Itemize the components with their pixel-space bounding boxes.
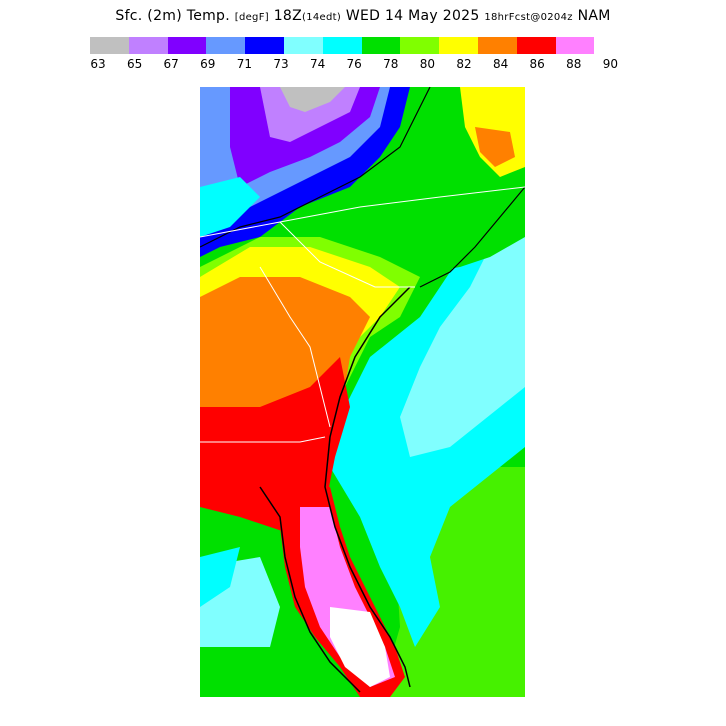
legend-label: 69 [200,57,216,71]
land-63 [280,87,345,112]
legend-label: 74 [309,57,326,71]
temperature-map [200,87,525,697]
gulf-coastline [259,486,361,693]
land-65 [260,87,360,142]
state-border [259,266,331,428]
title-date: WED 14 May 2025 [345,8,480,24]
ne-orange [475,127,515,167]
color-legend-bar [90,37,595,54]
gulf-cyan [200,547,240,607]
legend-swatch [477,37,517,54]
legend-swatch [90,37,129,54]
legend-label: 76 [346,57,362,71]
legend-label: 63 [90,57,106,71]
legend-label: 88 [566,57,582,71]
state-border [279,221,415,288]
state-border [200,186,525,238]
color-legend-labels: 63 65 67 69 71 73 74 76 78 80 82 84 86 88 90 [0,57,726,73]
legend-swatch [516,37,556,54]
legend-swatch [283,37,323,54]
legend-swatch [555,37,595,54]
legend-swatch [361,37,401,54]
contour-line [200,87,431,248]
title-valid-time: 18Z [273,8,303,24]
map-title: Sfc. (2m) Temp. [degF] 18Z(14edt) WED 14… [0,8,726,24]
legend-swatch [128,37,168,54]
state-border [200,436,326,443]
legend-label: 67 [163,57,179,71]
title-main: Sfc. (2m) Temp. [115,8,230,24]
temperature-field [200,87,525,697]
legend-swatch [167,37,207,54]
legend-swatch [245,37,284,54]
legend-swatch [400,37,440,54]
legend-label: 84 [492,57,509,71]
legend-swatch [322,37,362,54]
ne-coastline [419,186,525,288]
legend-label: 86 [529,57,545,71]
title-local-time: (14edt) [302,12,342,23]
legend-label: 80 [419,57,436,71]
gulf-water [200,647,310,697]
legend-swatch [206,37,246,54]
legend-label: 90 [602,57,619,71]
legend-label: 82 [456,57,472,71]
florida-88-plus [330,607,390,687]
legend-label: 73 [273,57,289,71]
title-forecast: 18hrFcst@0204z [484,12,573,23]
legend-label: 78 [383,57,399,71]
title-units: [degF] [234,12,269,23]
legend-label: 71 [236,57,253,71]
legend-label: 65 [126,57,143,71]
land-74-west [200,177,260,237]
title-model: NAM [577,8,611,24]
atlantic-light-cyan [400,237,525,457]
legend-swatch [439,37,478,54]
east-coastline [324,286,411,688]
